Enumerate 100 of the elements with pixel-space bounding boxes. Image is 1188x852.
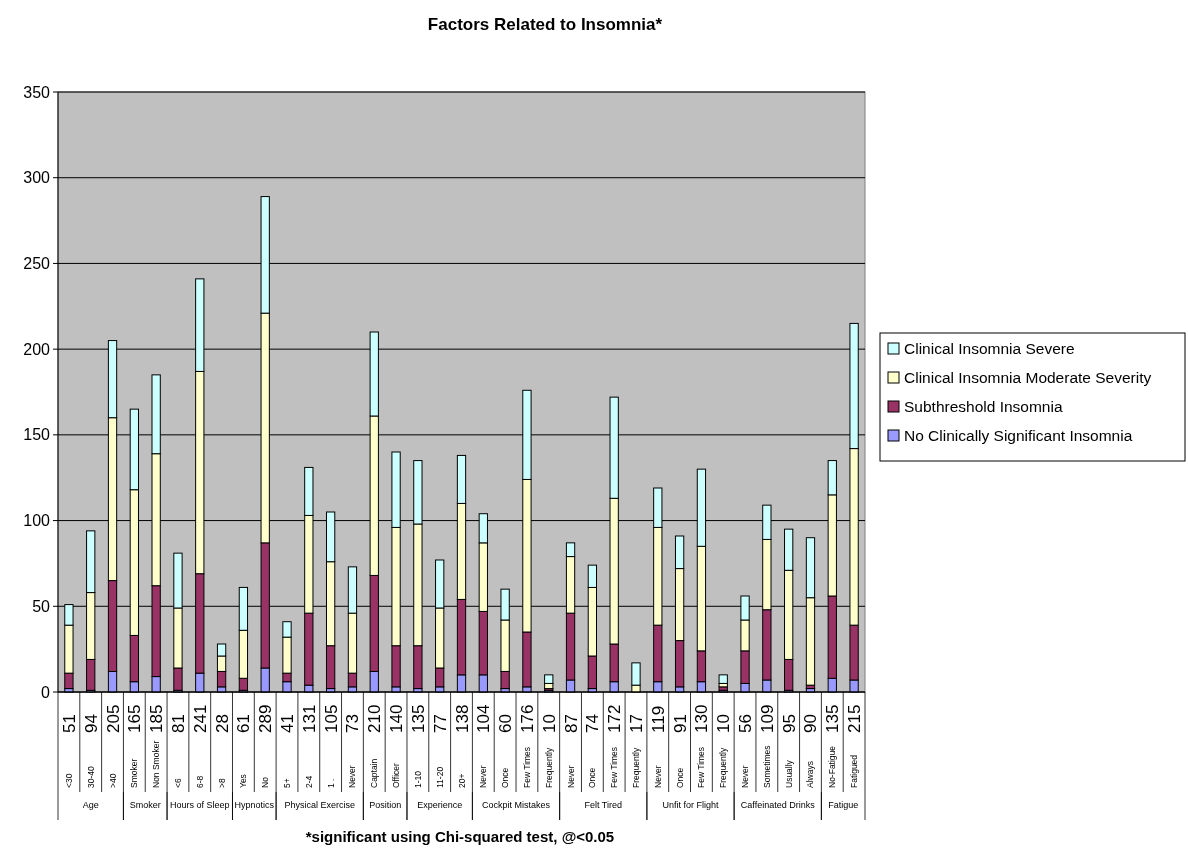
total-label: 94	[81, 714, 101, 733]
x-tick-label: Once	[674, 767, 685, 788]
total-label: 10	[714, 714, 734, 733]
total-label: 205	[103, 704, 123, 733]
x-tick-label: No-Fatigue	[827, 745, 838, 788]
total-label: 165	[125, 704, 145, 733]
x-tick-label: Once	[500, 767, 511, 788]
y-tick-label: 50	[32, 597, 51, 615]
total-label: 81	[168, 714, 188, 733]
x-tick-label: Never	[740, 765, 751, 788]
x-tick-label: Captain	[369, 758, 380, 788]
text: Hypnotics	[234, 800, 275, 810]
total-label: 109	[757, 704, 777, 733]
x-tick-label: Fatigued	[849, 754, 860, 788]
x-tick-label: Frequently	[543, 747, 554, 788]
x-tick-label: Never	[652, 765, 663, 788]
text: Hours of Sleep	[170, 800, 230, 810]
x-tick-label: <30	[63, 773, 74, 788]
x-tick-label: Sometimes	[761, 745, 772, 788]
y-tick-label: 200	[23, 340, 51, 358]
y-tick-label: 100	[23, 512, 51, 530]
x-tick-label: >8	[216, 778, 227, 788]
text: Position	[369, 800, 402, 810]
x-tick-label: Once	[587, 767, 598, 788]
total-label: 176	[517, 704, 537, 733]
total-label: 60	[496, 714, 516, 733]
x-tick-label: Few Times	[609, 746, 620, 788]
total-label: 105	[321, 704, 341, 733]
y-tick-label: 350	[23, 83, 51, 101]
total-label: 138	[452, 704, 472, 733]
x-tick-label: No	[260, 776, 271, 788]
total-label: 51	[59, 714, 79, 733]
total-label: 41	[278, 714, 298, 733]
x-tick-label: Never	[347, 765, 358, 788]
text: Fatigue	[828, 800, 859, 810]
text: Caffeinated Drinks	[740, 800, 816, 810]
text: Age	[82, 800, 99, 810]
legend-label: Clinical Insomnia Severe	[904, 340, 1075, 358]
x-tick-label: Never	[565, 765, 576, 788]
total-label: 77	[430, 714, 450, 733]
x-tick-label: 1 .	[325, 778, 336, 788]
total-label: 215	[845, 704, 865, 733]
x-tick-label: <6	[172, 778, 183, 788]
total-label: 61	[234, 714, 254, 733]
total-label: 91	[670, 714, 690, 733]
x-tick-label: Usually	[783, 759, 794, 788]
total-label: 289	[256, 704, 276, 733]
total-label: 241	[190, 704, 210, 733]
total-label: 104	[474, 704, 494, 733]
x-tick-label: Few Times	[696, 746, 707, 788]
y-tick-label: 250	[23, 255, 51, 273]
x-tick-label: 2-4	[303, 775, 314, 788]
x-tick-label: 5+	[282, 778, 293, 788]
x-tick-label: Never	[478, 765, 489, 788]
text: Smoker	[129, 800, 161, 810]
x-tick-label: 1-10	[412, 770, 423, 788]
total-label: 131	[299, 704, 319, 733]
x-tick-label: Frequently	[718, 747, 729, 788]
x-tick-label: Smoker	[129, 758, 140, 788]
x-tick-label: Non Smoker	[151, 740, 162, 788]
x-tick-label: 11-20	[434, 766, 445, 788]
chart-title: Factors Related to Insomnia*	[427, 15, 663, 34]
total-label: 74	[583, 714, 603, 733]
total-label: 90	[801, 714, 821, 733]
text: Unfit for Flight	[662, 800, 720, 810]
x-tick-label: 30-40	[85, 765, 96, 788]
total-label: 185	[147, 704, 167, 733]
total-label: 73	[343, 714, 363, 733]
total-label: 140	[387, 704, 407, 733]
legend-label: No Clinically Significant Insomnia	[904, 427, 1133, 445]
x-tick-label: 20+	[456, 773, 467, 788]
x-tick-label: Always	[805, 761, 816, 788]
text: Cockpit Mistakes	[482, 800, 551, 810]
y-tick-label: 0	[41, 683, 51, 701]
total-label: 172	[605, 704, 625, 733]
total-label: 135	[408, 704, 428, 733]
x-tick-label: 6-8	[194, 775, 205, 788]
x-tick-label: Few Times	[521, 746, 532, 788]
total-label: 130	[692, 704, 712, 733]
total-label: 119	[648, 705, 668, 733]
x-tick-label: >40	[107, 773, 118, 788]
total-label: 95	[779, 714, 799, 733]
x-tick-label: Officer	[391, 762, 402, 788]
y-tick-label: 150	[23, 426, 51, 444]
text: Physical Exercise	[284, 800, 355, 810]
total-label: 135	[823, 704, 843, 733]
total-label: 210	[365, 704, 385, 733]
x-tick-label: Frequently	[630, 747, 641, 788]
text: Experience	[417, 800, 463, 810]
total-label: 10	[539, 714, 559, 733]
total-label: 56	[736, 714, 756, 733]
y-tick-label: 300	[23, 169, 51, 187]
x-tick-label: Yes	[238, 774, 249, 788]
text: Felt Tired	[584, 800, 623, 810]
text: *significant using Chi-squared test, @<0.05	[305, 828, 615, 845]
legend-label: Subthreshold Insomnia	[904, 398, 1063, 416]
legend-label: Clinical Insomnia Moderate Severity	[904, 369, 1152, 387]
total-label: 28	[212, 714, 232, 733]
total-label: 17	[626, 714, 646, 733]
total-label: 87	[561, 714, 581, 733]
